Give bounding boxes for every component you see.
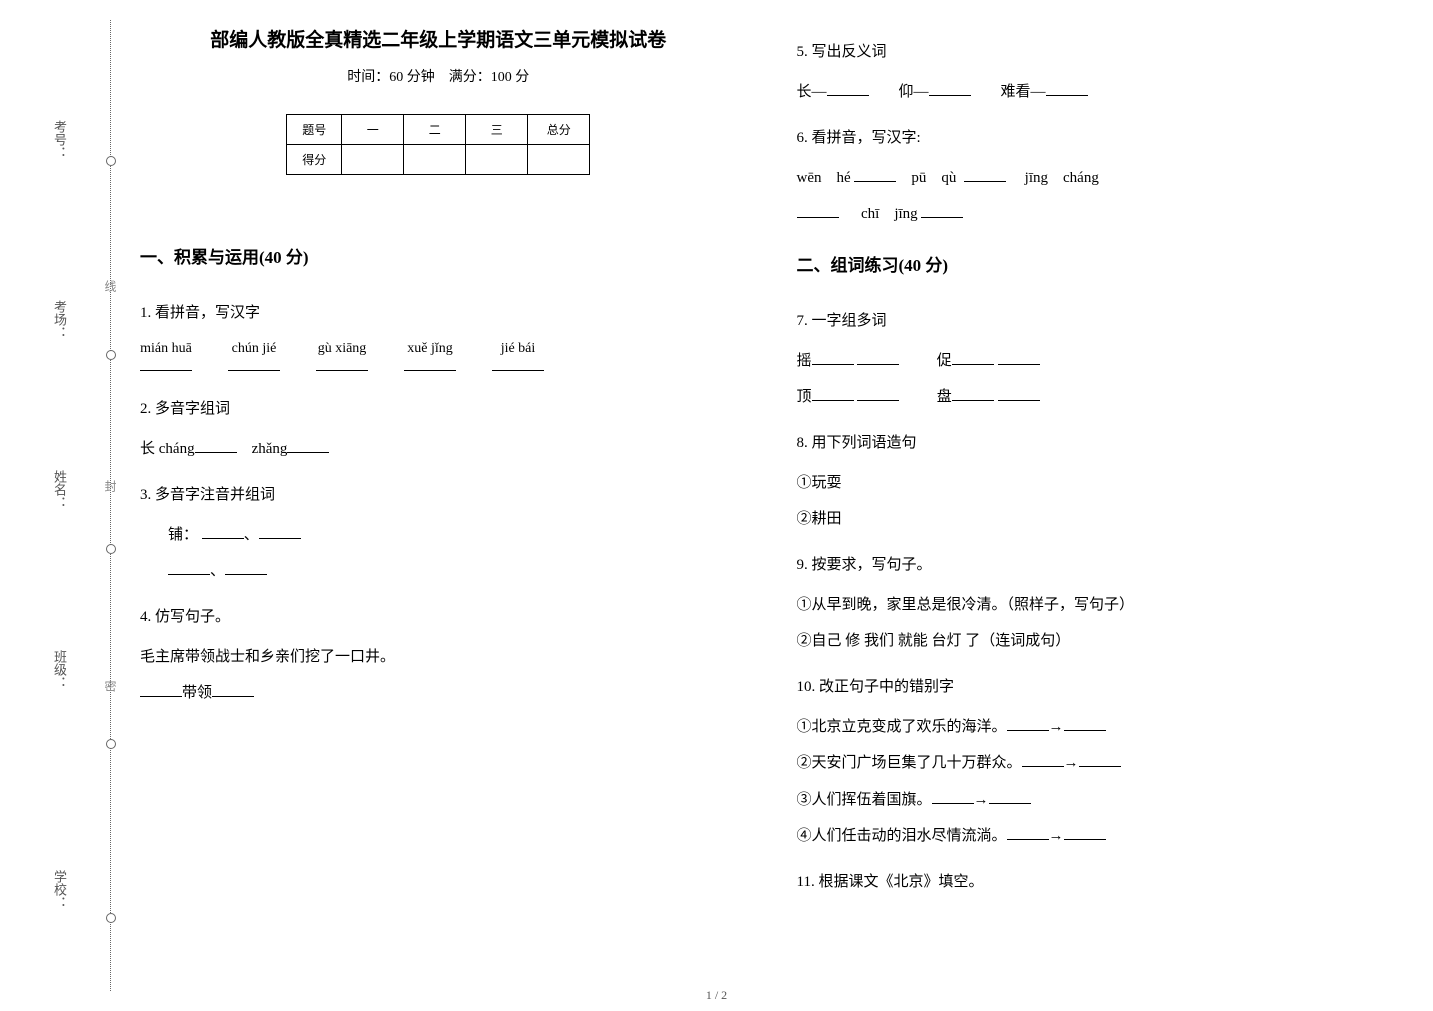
q7-row2: 顶 盘 — [797, 383, 1394, 412]
q-num: 11. — [797, 874, 815, 890]
q-text: 看拼音，写汉字: — [812, 130, 921, 146]
q-num: 7. — [797, 313, 808, 329]
seal-char: 线 — [102, 280, 119, 292]
row-header: 题号 — [287, 115, 342, 145]
pinyin-item: xuě jǐng — [404, 341, 456, 376]
q-text: 一字组多词 — [812, 313, 887, 329]
score-table: 题号 一 二 三 总分 得分 — [286, 114, 590, 175]
q-num: 10. — [797, 679, 816, 695]
question-1: 1. 看拼音，写汉字 — [140, 300, 737, 327]
q2-line: 长 cháng zhǎng — [140, 435, 737, 464]
dotted-line — [110, 20, 111, 991]
q-num: 1. — [140, 305, 151, 321]
q-num: 3. — [140, 487, 151, 503]
page-number: 1 / 2 — [706, 988, 727, 1003]
q-text: 多音字注音并组词 — [155, 487, 275, 503]
q5-items: 长— 仰— 难看— — [797, 78, 1394, 107]
time-full-line: 时间：60 分钟 满分：100 分 — [140, 66, 737, 86]
q-num: 9. — [797, 557, 808, 573]
question-6: 6. 看拼音，写汉字: — [797, 125, 1394, 152]
col-header: 二 — [404, 115, 466, 145]
col-header: 总分 — [528, 115, 590, 145]
q8-item: ①玩耍 — [797, 469, 1394, 498]
col-header: 一 — [342, 115, 404, 145]
q10-item: ②天安门广场巨集了几十万群众。→ — [797, 749, 1394, 778]
row-header: 得分 — [287, 145, 342, 175]
q-text: 按要求，写句子。 — [812, 557, 932, 573]
field-room: 考场： — [50, 300, 69, 339]
field-name: 姓名： — [50, 470, 69, 509]
question-2: 2. 多音字组词 — [140, 396, 737, 423]
score-cell — [466, 145, 528, 175]
q3-line: 铺： 、 — [140, 521, 737, 550]
score-cell — [342, 145, 404, 175]
q10-item: ①北京立克变成了欢乐的海洋。→ — [797, 713, 1394, 742]
pinyin-item: jié bái — [492, 341, 544, 376]
pinyin-item: mián huā — [140, 341, 192, 376]
left-column: 部编人教版全真精选二年级上学期语文三单元模拟试卷 时间：60 分钟 满分：100… — [140, 25, 737, 981]
question-9: 9. 按要求，写句子。 — [797, 552, 1394, 579]
q-num: 8. — [797, 435, 808, 451]
q-num: 5. — [797, 44, 808, 60]
score-cell — [404, 145, 466, 175]
q-num: 4. — [140, 609, 151, 625]
question-8: 8. 用下列词语造句 — [797, 430, 1394, 457]
q-text: 写出反义词 — [812, 44, 887, 60]
table-row: 题号 一 二 三 总分 — [287, 115, 590, 145]
right-column: 5. 写出反义词 长— 仰— 难看— 6. 看拼音，写汉字: wēn hé pū… — [797, 25, 1394, 981]
field-exam-id: 考号： — [50, 120, 69, 159]
field-school: 学校： — [50, 870, 69, 909]
q6-line2: chī jīng — [797, 200, 1394, 229]
q-num: 6. — [797, 130, 808, 146]
q7-row1: 摇 促 — [797, 347, 1394, 376]
binding-margin: 考号： 考场： 姓名： 班级： 学校： 线 封 密 — [0, 0, 120, 1011]
q-text: 仿写句子。 — [155, 609, 230, 625]
question-10: 10. 改正句子中的错别字 — [797, 674, 1394, 701]
seal-char: 封 — [102, 480, 119, 492]
table-row: 得分 — [287, 145, 590, 175]
paper-title: 部编人教版全真精选二年级上学期语文三单元模拟试卷 — [140, 25, 737, 52]
pinyin-row: mián huā chún jié gù xiāng xuě jǐng jié … — [140, 341, 737, 376]
q10-item: ③人们挥伍着国旗。→ — [797, 786, 1394, 815]
pinyin-item: chún jié — [228, 341, 280, 376]
question-4: 4. 仿写句子。 — [140, 604, 737, 631]
q-text: 用下列词语造句 — [812, 435, 917, 451]
full-label: 满分：100 分 — [449, 70, 530, 85]
q10-item: ④人们任击动的泪水尽情流淌。→ — [797, 822, 1394, 851]
page-body: 部编人教版全真精选二年级上学期语文三单元模拟试卷 时间：60 分钟 满分：100… — [140, 25, 1393, 981]
q8-item: ②耕田 — [797, 505, 1394, 534]
field-class: 班级： — [50, 650, 69, 689]
pinyin-item: gù xiāng — [316, 341, 368, 376]
score-cell — [528, 145, 590, 175]
question-11: 11. 根据课文《北京》填空。 — [797, 869, 1394, 896]
q4-blank: 带领 — [140, 679, 737, 708]
q-num: 2. — [140, 401, 151, 417]
col-header: 三 — [466, 115, 528, 145]
q9-item: ①从早到晚，家里总是很冷清。（照样子，写句子） — [797, 591, 1394, 620]
question-3: 3. 多音字注音并组词 — [140, 482, 737, 509]
time-label: 时间：60 分钟 — [347, 70, 435, 85]
q-text: 看拼音，写汉字 — [155, 305, 260, 321]
q4-example: 毛主席带领战士和乡亲们挖了一口井。 — [140, 643, 737, 672]
question-7: 7. 一字组多词 — [797, 308, 1394, 335]
q-text: 根据课文《北京》填空。 — [818, 874, 983, 890]
q9-item: ②自己 修 我们 就能 台灯 了（连词成句） — [797, 627, 1394, 656]
q3-line2: 、 — [140, 557, 737, 586]
q-text: 改正句子中的错别字 — [819, 679, 954, 695]
question-5: 5. 写出反义词 — [797, 39, 1394, 66]
q-text: 多音字组词 — [155, 401, 230, 417]
q6-line1: wēn hé pū qù jīng cháng — [797, 164, 1394, 193]
section-heading-2: 二、组词练习(40 分) — [797, 251, 1394, 276]
section-heading-1: 一、积累与运用(40 分) — [140, 243, 737, 268]
seal-char: 密 — [102, 680, 119, 692]
